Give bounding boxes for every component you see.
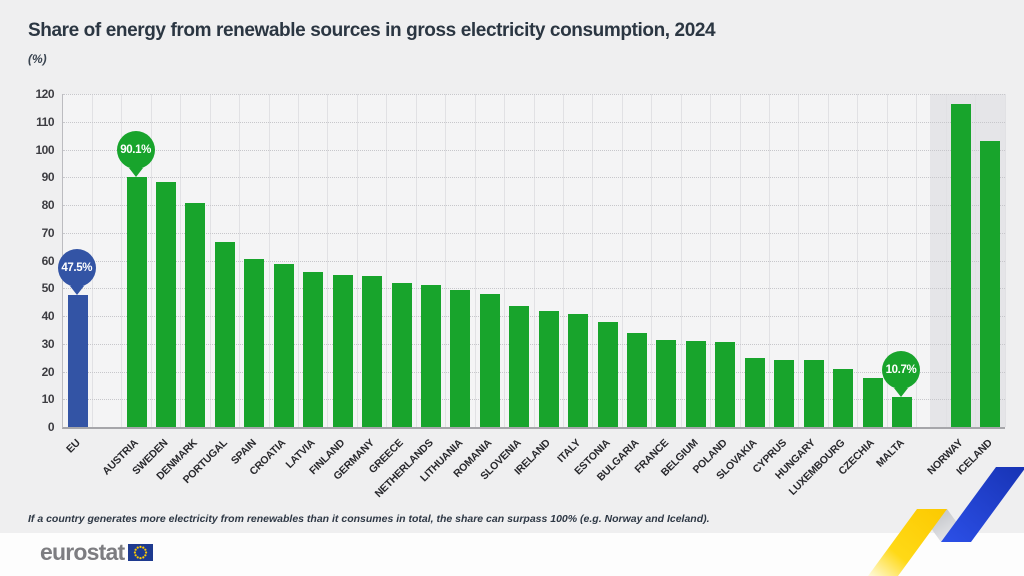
bar-eu [67,295,88,427]
bar-iceland [980,141,1001,427]
trend-ribbon-decoration [868,467,1024,576]
bar-latvia [303,271,324,427]
bar-austria [126,176,147,427]
h-gridline [63,205,1005,206]
bar-bulgaria [627,332,648,427]
h-gridline [63,149,1005,151]
bar-czechia [862,377,883,427]
x-label-text-malta: MALTA [873,437,907,470]
chart-unit-label: (%) [28,52,47,66]
h-gridline [63,260,1005,262]
bar-greece [391,282,412,427]
bar-sweden [156,181,177,427]
h-gridline [63,288,1005,290]
bar-france [656,339,677,427]
y-tick-label: 90 [41,170,55,185]
h-gridline [63,343,1005,345]
eurostat-logo: eurostat [40,539,154,565]
h-gridline [63,399,1005,401]
ribbon-yellow-stripe [868,509,947,576]
chart-footnote: If a country generates more electricity … [28,513,710,525]
bar-finland [332,274,353,427]
x-label-text-eu: EU [63,437,83,456]
bar-slovakia [744,358,765,427]
y-tick-label: 120 [35,87,54,101]
callout-value-eu: 47.5% [61,262,93,275]
bar-lithuania [450,290,471,427]
bar-italy [568,313,589,427]
v-gridline [1004,94,1006,427]
bar-ireland [538,311,559,427]
h-gridline [63,177,1005,179]
h-gridline [63,232,1005,234]
bar-malta [891,397,912,427]
bar-slovenia [509,305,530,427]
bar-hungary [803,360,824,427]
bar-estonia [597,322,618,427]
y-tick-label: 30 [41,336,55,351]
y-tick-label: 40 [41,309,55,323]
eurostat-wordmark: eurostat [40,539,125,565]
chart-title: Share of energy from renewable sources i… [28,20,716,41]
y-tick-label: 50 [41,281,55,296]
callout-value-malta: 10.7% [885,364,917,377]
y-tick-label: 80 [41,198,55,212]
bar-romania [479,294,500,427]
callout-eu: 47.5% [57,249,96,288]
h-gridline [63,121,1005,123]
h-gridline [63,316,1005,317]
ribbon-blue-stripe [941,467,1024,542]
callout-value-austria: 90.1% [120,143,151,156]
bar-denmark [185,202,206,427]
bar-belgium [685,340,706,427]
bar-croatia [273,264,294,427]
callout-malta: 10.7% [881,351,920,390]
y-tick-label: 110 [36,114,54,129]
bar-netherlands [420,285,441,427]
eu-flag-icon [128,544,154,561]
bar-norway [950,104,971,427]
y-tick-label: 60 [41,253,55,268]
h-gridline [63,371,1005,373]
bar-spain [244,259,265,427]
bar-portugal [214,242,235,427]
bar-germany [362,275,383,427]
y-tick-label: 100 [35,142,54,157]
footer-band: eurostat [0,533,1024,576]
bar-luxembourg [833,369,854,427]
y-tick-label: 0 [47,420,55,434]
bar-cyprus [774,360,795,427]
callout-austria: 90.1% [116,130,155,169]
y-tick-label: 20 [41,364,55,379]
y-tick-label: 10 [41,392,55,407]
y-tick-label: 70 [41,225,55,240]
bar-poland [715,341,736,427]
plot-area [62,94,1006,429]
h-gridline [63,94,1005,95]
